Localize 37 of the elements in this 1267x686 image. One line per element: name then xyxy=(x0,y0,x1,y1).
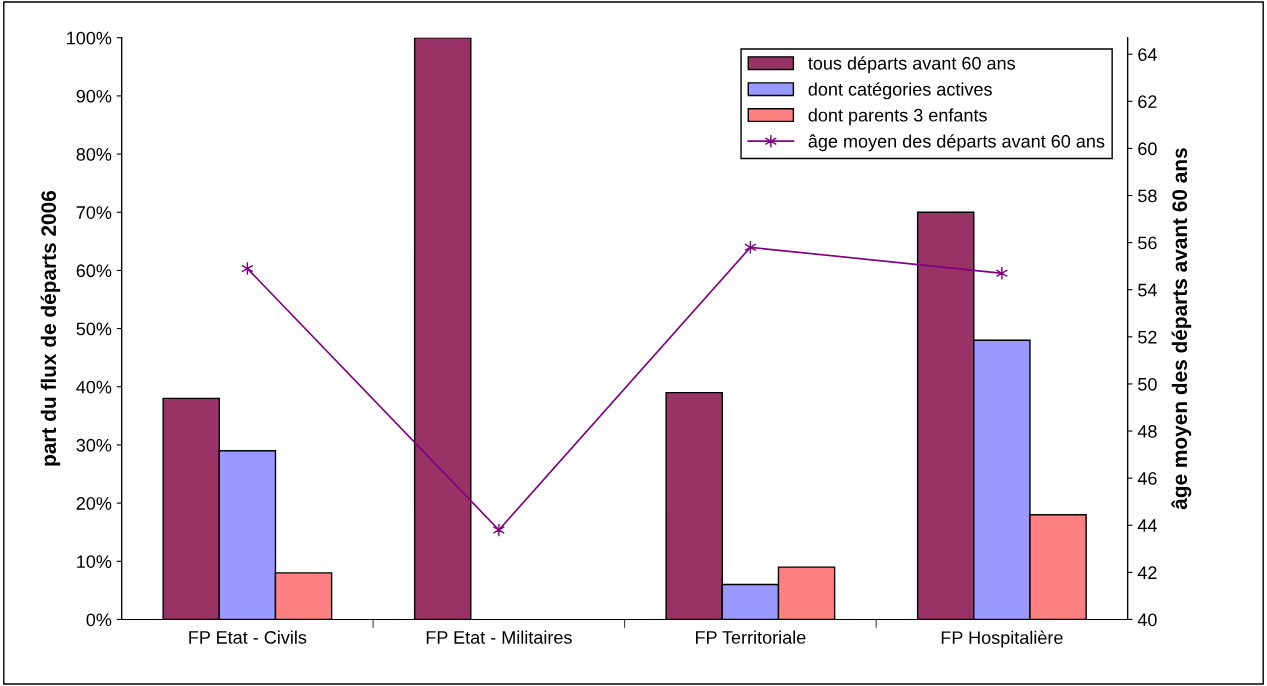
y-tick-label: 40% xyxy=(76,380,112,394)
y-tick-label: 80% xyxy=(76,148,112,161)
y-tick-label: 100% xyxy=(67,31,112,45)
x-tick-label: FP Territoriale xyxy=(696,630,806,644)
y2-tick-label: 60 xyxy=(1138,142,1157,156)
x-tick-label: FP Etat - Civils xyxy=(189,630,307,644)
y2-tick-label: 42 xyxy=(1137,566,1157,579)
y-tick-label: 70% xyxy=(76,206,112,219)
y2-tick-label: 46 xyxy=(1137,472,1157,485)
legend-label: âge moyen des départs avant 60 ans xyxy=(808,134,1105,152)
y2-tick-label: 62 xyxy=(1138,95,1157,109)
y2-tick-label: 50 xyxy=(1138,377,1157,391)
bar xyxy=(413,37,472,620)
y-tick-label: 10% xyxy=(77,555,112,569)
y-tick-label: 20% xyxy=(76,497,112,510)
y-tick-label: 50% xyxy=(76,322,112,336)
y2-tick-label: 56 xyxy=(1138,236,1157,250)
legend-label: tous départs avant 60 ans xyxy=(808,56,1015,74)
y-tick-label: 0% xyxy=(86,613,112,627)
x-tick-label: FP Etat - Militaires xyxy=(426,630,572,644)
y-tick-label: 30% xyxy=(76,438,112,452)
legend-label: dont catégories actives xyxy=(808,82,992,100)
y2-tick-label: 52 xyxy=(1138,330,1157,344)
y2-tick-label: 58 xyxy=(1138,189,1157,203)
y2-tick-label: 48 xyxy=(1137,424,1157,438)
y2-tick-label: 44 xyxy=(1137,519,1157,532)
y-tick-label: 60% xyxy=(76,264,112,278)
point xyxy=(995,266,1008,281)
y-tick-label: 90% xyxy=(76,89,112,103)
y2-axis-title: âge moyen des départs avant 60 ans xyxy=(1171,148,1192,510)
legend-label: dont parents 3 enfants xyxy=(808,108,987,126)
y2-tick-label: 54 xyxy=(1138,283,1157,297)
y-axis-title: part du flux de départs 2006 xyxy=(40,190,61,466)
x-tick-label: FP Hospitalière xyxy=(941,630,1063,648)
y2-tick-label: 64 xyxy=(1138,48,1157,61)
point xyxy=(492,523,505,537)
y2-tick-label: 40 xyxy=(1137,613,1157,627)
